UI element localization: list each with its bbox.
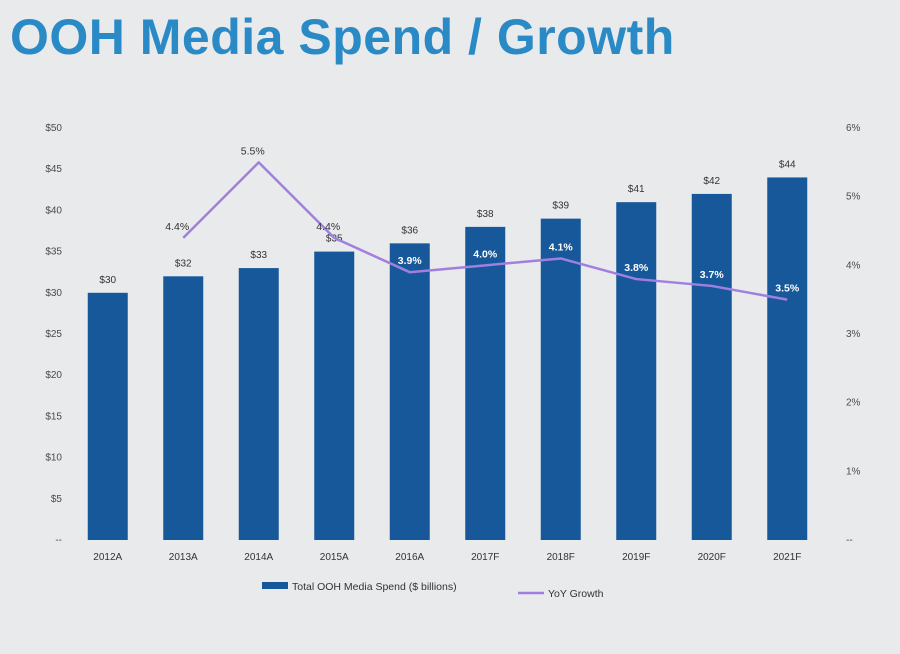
x-tick-label: 2016A (395, 552, 424, 563)
y-left-tick-label: $50 (45, 123, 62, 134)
growth-value-label: 4.1% (549, 241, 574, 253)
line-series: 4.4% 5.5% 4.4% 3.9% 4.0% 4.1% 3.8% 3.7% 3.5% (165, 145, 800, 301)
growth-value-label: 3.9% (398, 255, 423, 267)
bar-value-label: $44 (779, 159, 796, 170)
bar (540, 218, 581, 540)
y-right-tick-label: 2% (846, 398, 861, 409)
legend: Total OOH Media Spend ($ billions) YoY Gr… (262, 581, 604, 600)
bar (691, 193, 732, 541)
bar-value-label: $39 (552, 201, 569, 212)
y-left-tick-label: -- (55, 535, 62, 546)
chart-title: OOH Media Spend / Growth (10, 9, 675, 65)
x-tick-label: 2020F (698, 552, 726, 563)
bar-value-label: $42 (703, 176, 720, 187)
y-right-tick-label: 1% (846, 466, 861, 477)
growth-value-label: 5.5% (241, 145, 265, 157)
y-right-tick-label: 5% (846, 192, 861, 203)
bar (87, 292, 128, 540)
x-tick-label: 2018F (547, 552, 575, 563)
y-left-tick-label: $10 (45, 453, 62, 464)
y-left-tick-label: $30 (45, 288, 62, 299)
bar-value-label: $30 (99, 275, 116, 286)
bar (389, 243, 430, 541)
growth-value-label: 4.4% (316, 221, 340, 233)
x-tick-label: 2021F (773, 552, 801, 563)
growth-value-label: 4.0% (473, 248, 498, 260)
bar-series: $30$32$33$35$36$38$39$41$42$44 (87, 159, 808, 541)
bar (163, 276, 204, 540)
y-axis-right: -- 1% 2% 3% 4% 5% 6% (846, 123, 861, 546)
legend-line-label: YoY Growth (548, 588, 604, 600)
growth-value-label: 4.4% (165, 221, 189, 233)
bar-value-label: $36 (401, 225, 418, 236)
x-tick-label: 2014A (244, 552, 273, 563)
y-left-tick-label: $35 (45, 247, 62, 258)
bar-value-label: $32 (175, 258, 192, 269)
y-left-tick-label: $45 (45, 164, 62, 175)
x-tick-label: 2015A (320, 552, 349, 563)
bar-value-label: $38 (477, 209, 494, 220)
bar (314, 251, 355, 540)
y-axis-left: -- $5 $10 $15 $20 $25 $30 $35 $40 $45 $50 (45, 123, 62, 546)
legend-bar-label: Total OOH Media Spend ($ billions) (292, 581, 457, 593)
bar (616, 202, 657, 540)
x-tick-label: 2017F (471, 552, 499, 563)
x-axis: 2012A 2013A 2014A 2015A 2016A 2017F 2018F 2019F… (93, 552, 801, 563)
y-right-tick-label: 4% (846, 260, 861, 271)
bar-value-label: $41 (628, 184, 645, 195)
y-left-tick-label: $25 (45, 329, 62, 340)
y-left-tick-label: $40 (45, 205, 62, 216)
bar (465, 226, 506, 540)
y-right-tick-label: 3% (846, 329, 861, 340)
bar (767, 177, 808, 540)
x-tick-label: 2013A (169, 552, 198, 563)
y-left-tick-label: $20 (45, 370, 62, 381)
bar (238, 268, 279, 540)
y-left-tick-label: $15 (45, 411, 62, 422)
bar-value-label: $33 (250, 250, 267, 261)
growth-value-label: 3.8% (624, 262, 649, 274)
y-left-tick-label: $5 (51, 494, 63, 505)
x-tick-label: 2012A (93, 552, 122, 563)
y-right-tick-label: 6% (846, 123, 861, 134)
y-right-tick-label: -- (846, 535, 853, 546)
growth-value-label: 3.7% (700, 269, 725, 281)
growth-line (182, 161, 788, 301)
legend-bar-swatch (262, 582, 288, 589)
growth-value-label: 3.5% (775, 283, 800, 295)
x-tick-label: 2019F (622, 552, 650, 563)
